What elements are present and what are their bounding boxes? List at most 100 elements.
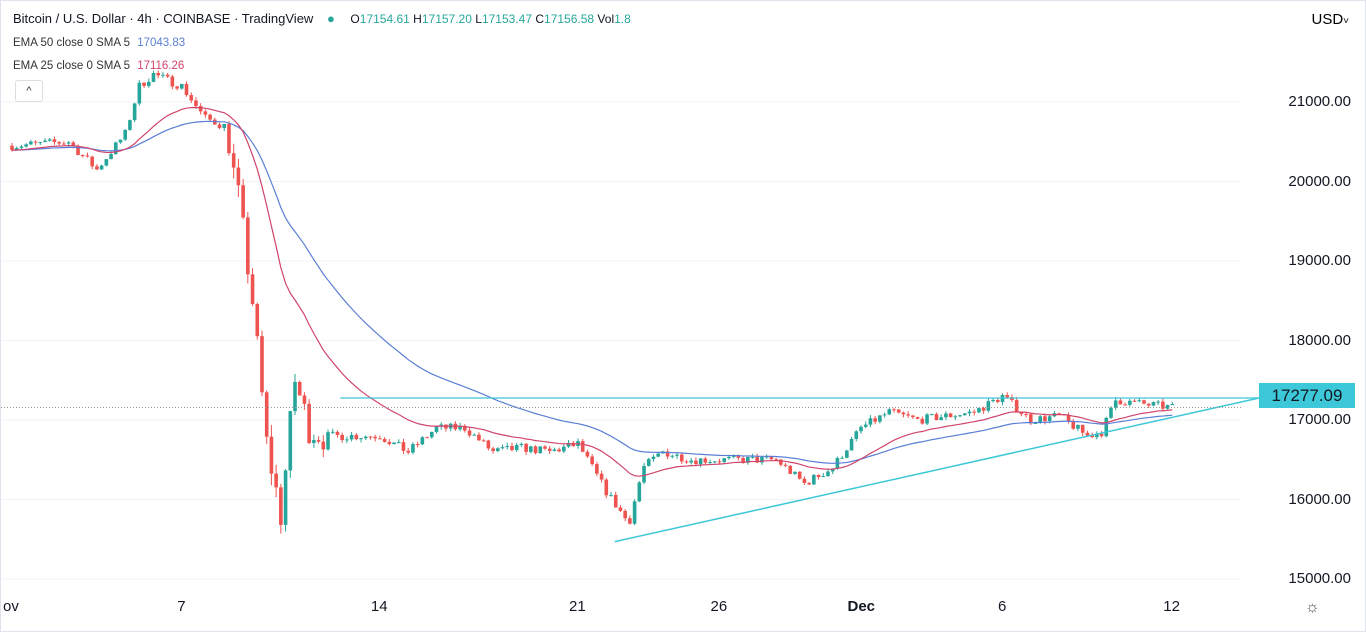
candle-body <box>1165 405 1170 409</box>
candle-body <box>934 414 939 421</box>
candle-body <box>434 426 439 432</box>
candle-body <box>580 441 585 452</box>
candle-body <box>533 446 538 454</box>
candle-body <box>967 411 972 414</box>
candle-body <box>165 74 170 77</box>
candle-body <box>708 461 712 463</box>
candle-body <box>868 418 873 425</box>
candle-body <box>283 470 288 525</box>
candle-body <box>264 392 269 437</box>
candle-body <box>80 154 85 156</box>
candle-body <box>387 441 392 445</box>
live-dot-icon: ● <box>326 11 335 26</box>
candle-body <box>156 72 161 76</box>
candle-body <box>882 414 887 416</box>
candle-body <box>764 456 769 458</box>
y-tick-label: 18000.00 <box>1288 331 1351 349</box>
candle-body <box>104 159 109 166</box>
candle-body <box>689 460 693 463</box>
candle-body <box>175 86 179 89</box>
candle-body <box>519 443 524 445</box>
candle-body <box>760 456 764 463</box>
candle-body <box>547 448 552 451</box>
indicator-ema50[interactable]: EMA 50 close 0 SMA 5 17043.83 <box>13 37 186 49</box>
candle-body <box>486 440 491 449</box>
candle-body <box>896 409 901 413</box>
candle-body <box>99 165 104 170</box>
collapse-legend-button[interactable]: ^ <box>15 80 43 102</box>
candle-body <box>1066 415 1071 422</box>
candle-body <box>47 139 52 141</box>
candle-body <box>33 141 38 143</box>
candle-body <box>363 436 368 439</box>
candle-body <box>217 124 222 128</box>
candle-body <box>1076 424 1080 429</box>
candle-body <box>783 464 788 466</box>
candle-body <box>312 440 316 444</box>
candle-body <box>557 449 561 452</box>
candle-body <box>703 458 708 463</box>
candle-body <box>359 438 363 440</box>
candle-body <box>415 444 420 446</box>
candle-body <box>326 432 330 450</box>
candle-body <box>1043 416 1047 422</box>
candle-body <box>118 139 123 143</box>
candle-body <box>236 167 241 186</box>
settings-gear-icon[interactable]: ☼ <box>1305 599 1320 616</box>
candle-body <box>698 458 703 465</box>
candle-body <box>1170 404 1175 406</box>
x-tick-label: Dec <box>847 598 876 615</box>
candle-body <box>863 424 868 427</box>
candle-body <box>1113 400 1118 408</box>
x-tick-label: 21 <box>569 598 586 615</box>
candle-body <box>585 451 590 457</box>
ema25-line <box>11 106 1173 477</box>
candle-body <box>57 142 61 144</box>
candle-body <box>467 430 472 436</box>
candle-body <box>279 487 283 525</box>
indicator-ema25[interactable]: EMA 25 close 0 SMA 5 17116.26 <box>13 60 185 72</box>
candle-body <box>920 418 925 424</box>
ohlc-values: O17154.61 H17157.20 L17153.47 C17156.58 … <box>350 12 631 26</box>
candle-body <box>769 456 774 460</box>
currency-selector[interactable]: USD˅ <box>1311 11 1349 28</box>
candle-body <box>727 456 731 459</box>
candle-body <box>293 381 297 412</box>
candle-body <box>132 103 137 121</box>
candle-body <box>651 456 656 460</box>
candle-body <box>774 459 778 461</box>
candle-body <box>481 440 486 442</box>
candle-body <box>203 111 208 115</box>
candle-body <box>722 458 727 462</box>
candle-body <box>85 155 90 157</box>
candle-body <box>854 431 859 439</box>
candle-body <box>354 434 359 440</box>
candle-body <box>429 431 434 438</box>
candle-body <box>505 446 510 448</box>
x-tick-label: 26 <box>710 598 728 615</box>
candle-body <box>231 153 236 168</box>
candle-body <box>1151 402 1156 406</box>
candle-body <box>524 443 528 452</box>
candle-body <box>566 442 571 447</box>
candle-body <box>538 446 543 454</box>
candle-body <box>307 403 311 444</box>
candle-body <box>609 494 613 496</box>
candle-body <box>816 474 821 478</box>
candle-body <box>873 418 877 422</box>
candle-body <box>109 154 113 160</box>
candle-body <box>812 474 816 485</box>
candle-body <box>741 457 745 463</box>
candle-body <box>1142 400 1146 404</box>
candle-body <box>731 455 736 457</box>
candle-body <box>892 409 896 411</box>
symbol-title: Bitcoin / U.S. Dollar · 4h · COINBASE · … <box>13 11 314 26</box>
candle-body <box>878 415 882 422</box>
candle-body <box>887 409 892 415</box>
candle-body <box>911 415 915 418</box>
candle-body <box>1005 395 1010 398</box>
candle-body <box>373 436 377 439</box>
candle-body <box>1161 401 1165 409</box>
